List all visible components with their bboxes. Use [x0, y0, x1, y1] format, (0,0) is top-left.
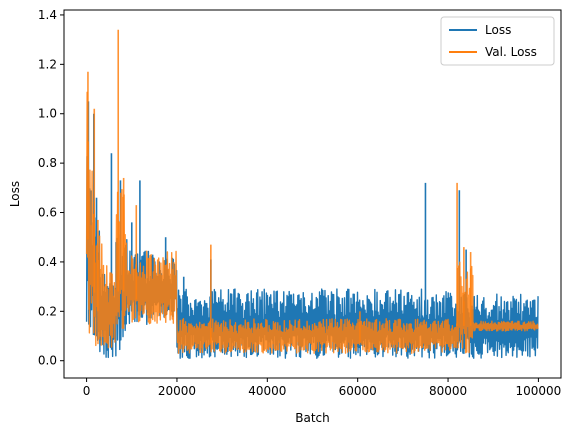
x-axis: 0 20000 40000 60000 80000 100000	[83, 378, 562, 398]
x-tick-label: 100000	[516, 384, 562, 398]
series-layer	[85, 29, 539, 359]
x-tick-label: 20000	[158, 384, 196, 398]
x-tick-label: 80000	[429, 384, 467, 398]
legend-label-val-loss: Val. Loss	[485, 45, 537, 59]
legend-label-loss: Loss	[485, 23, 511, 37]
plot-frame	[63, 9, 562, 379]
series-line	[85, 91, 539, 354]
x-axis-label: Batch	[295, 411, 330, 425]
y-tick-label: 1.0	[38, 107, 57, 121]
x-tick-label: 60000	[339, 384, 377, 398]
y-axis: 0.0 0.2 0.4 0.6 0.8 1.0 1.2 1.4	[38, 8, 64, 368]
x-tick-label: 0	[83, 384, 91, 398]
y-tick-label: 1.4	[38, 8, 57, 22]
y-axis-label: Loss	[8, 181, 22, 207]
y-tick-label: 0.0	[38, 354, 57, 368]
y-tick-label: 0.2	[38, 304, 57, 318]
x-tick-label: 40000	[248, 384, 286, 398]
y-tick-label: 1.2	[38, 57, 57, 71]
legend: Loss Val. Loss	[440, 16, 555, 66]
y-tick-label: 0.8	[38, 156, 57, 170]
series-val-loss	[85, 29, 539, 354]
y-tick-label: 0.6	[38, 206, 57, 220]
y-tick-label: 0.4	[38, 255, 57, 269]
